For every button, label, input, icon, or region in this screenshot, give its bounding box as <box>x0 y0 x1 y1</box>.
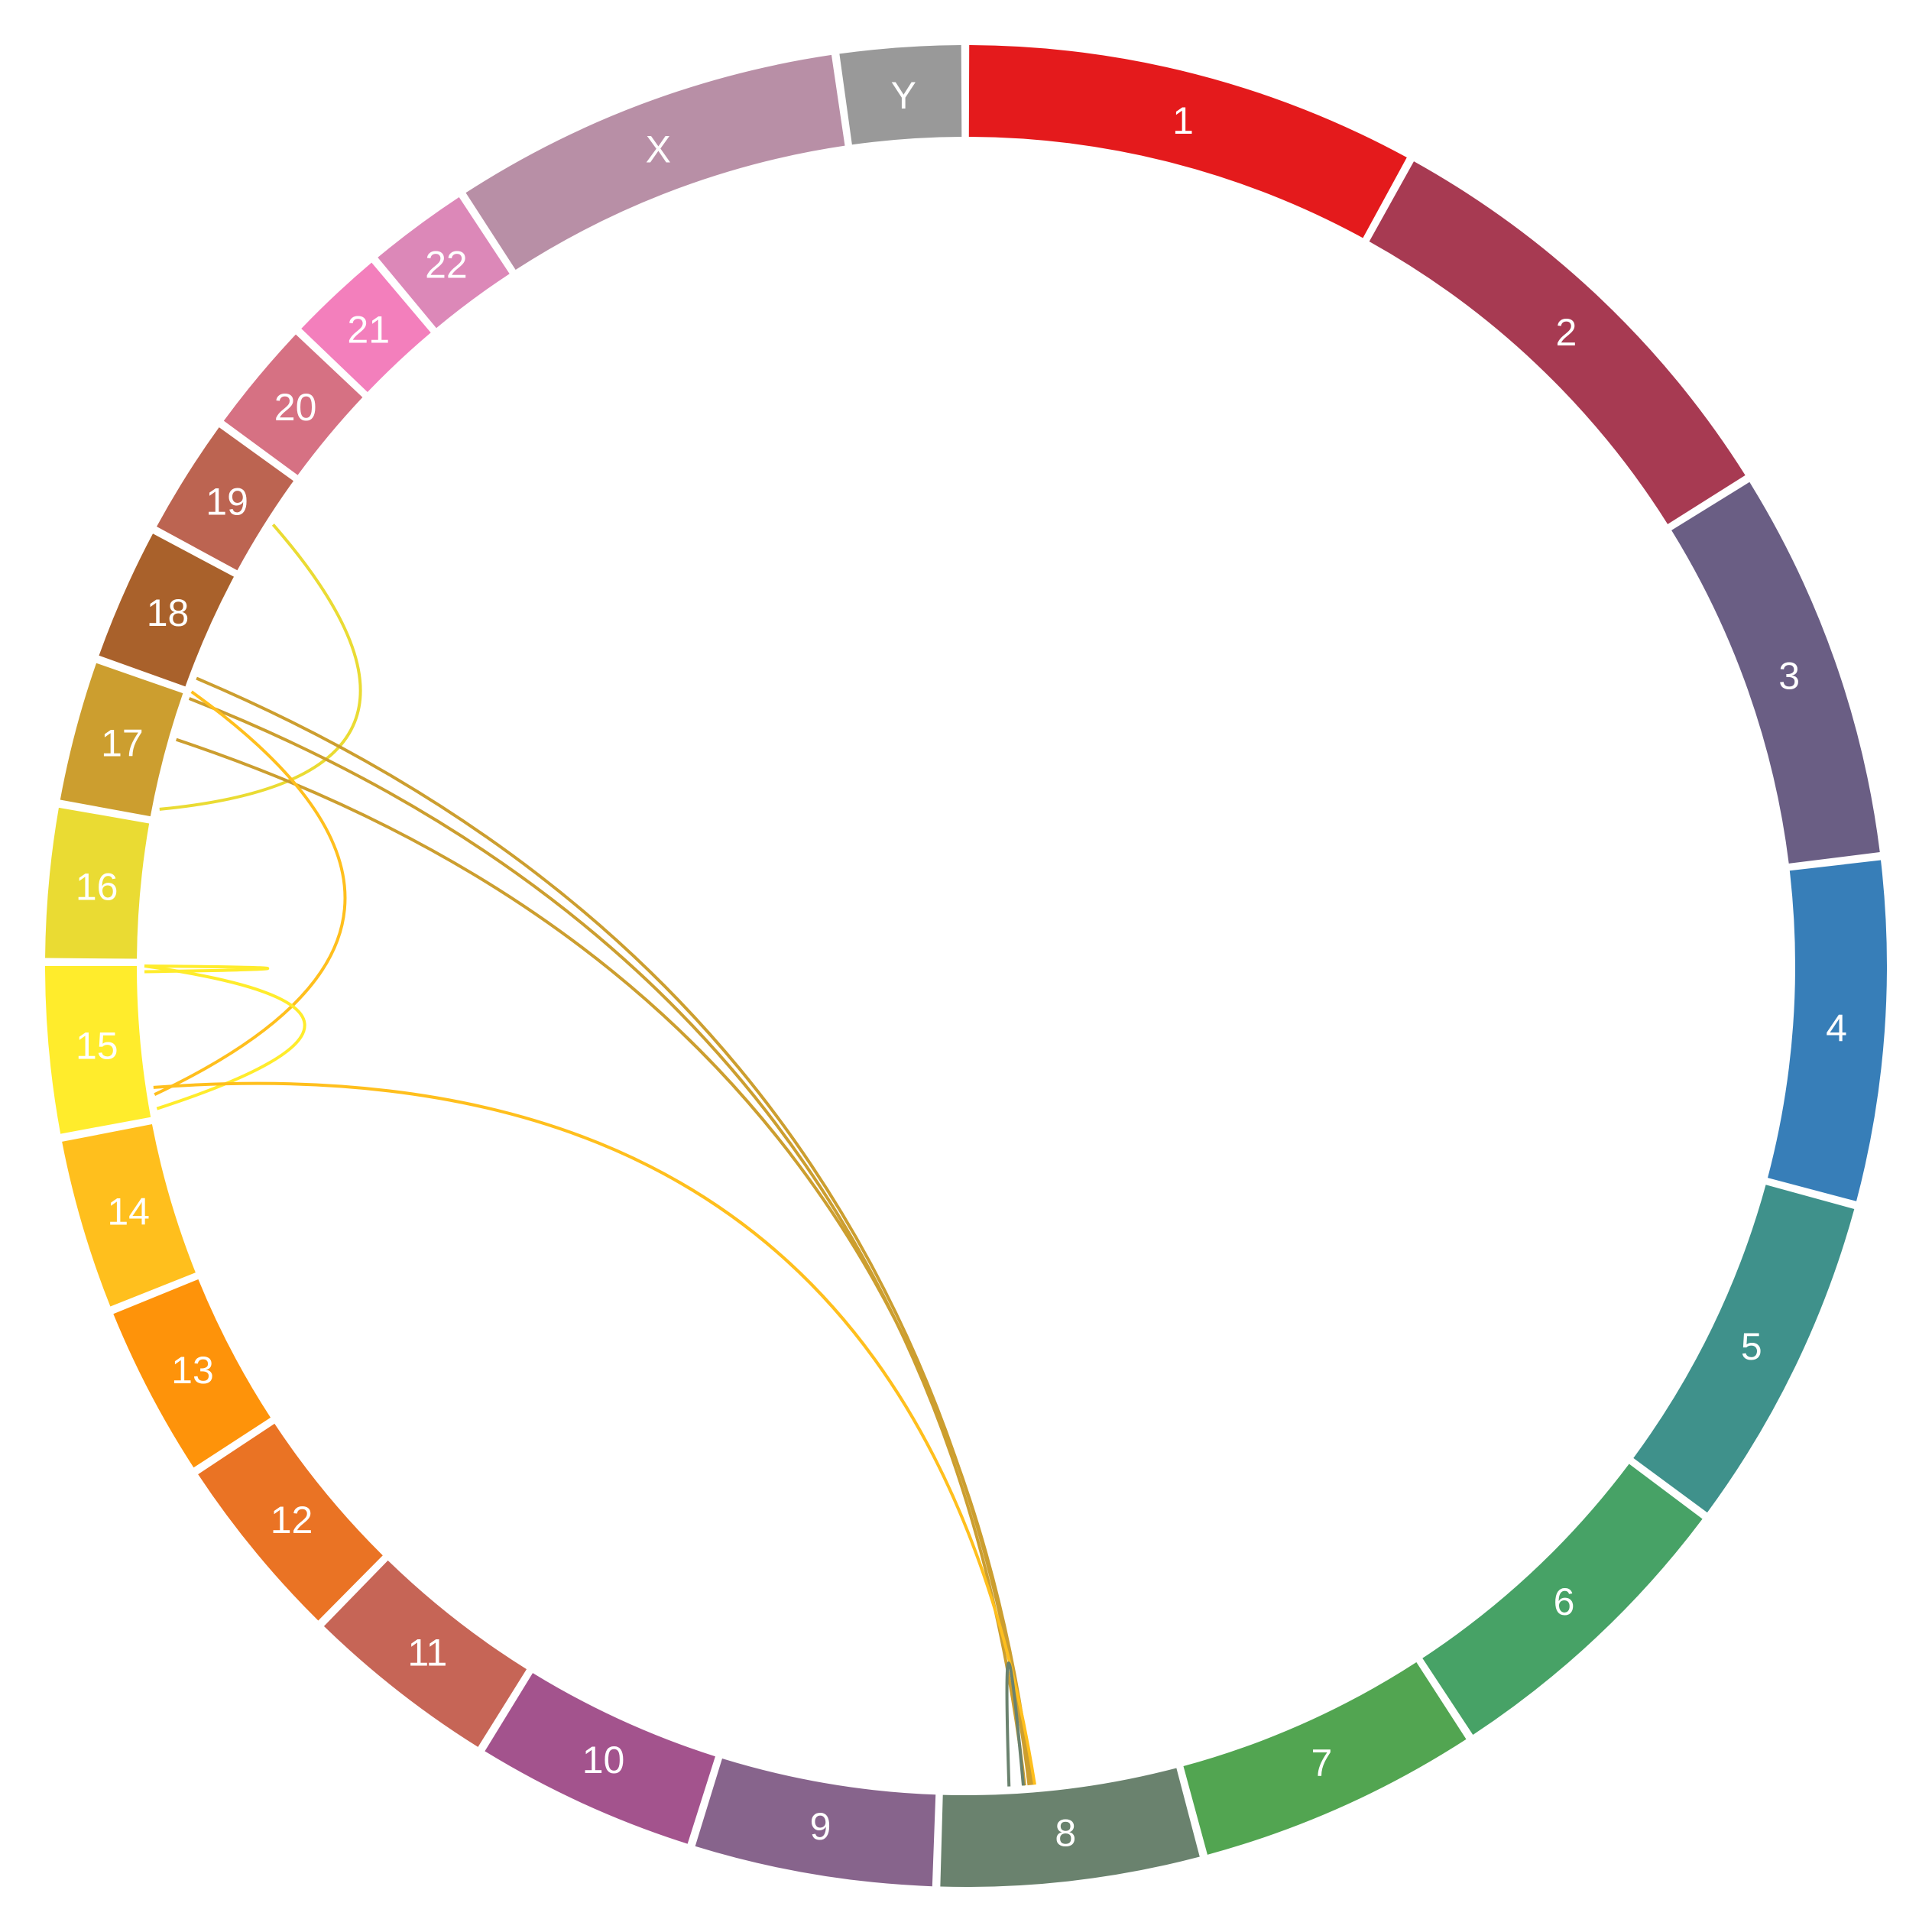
chromosome-label-3: 3 <box>1778 655 1800 698</box>
chromosome-segment-17 <box>60 663 183 817</box>
chromosome-segment-5 <box>1633 1185 1855 1513</box>
chromosome-label-20: 20 <box>274 386 317 429</box>
chromosome-segment-22 <box>378 197 510 329</box>
chromosome-ring <box>45 45 1887 1888</box>
chromosome-segment-16 <box>45 807 150 959</box>
chromosome-label-14: 14 <box>107 1190 150 1233</box>
link-19-to-16 <box>159 524 362 811</box>
chromosome-segment-15 <box>45 966 151 1134</box>
link-17-to-8 <box>188 697 1026 1786</box>
chromosome-label-16: 16 <box>76 865 118 908</box>
chromosome-label-2: 2 <box>1555 311 1577 354</box>
chromosome-label-y: Y <box>891 74 916 117</box>
chromosome-label-9: 9 <box>810 1805 831 1848</box>
chromosome-segment-2 <box>1369 161 1746 524</box>
chromosome-segment-21 <box>301 262 431 393</box>
link-17-to-14 <box>154 690 347 1096</box>
chromosome-segment-20 <box>223 334 363 475</box>
chromosome-segment-10 <box>485 1673 715 1844</box>
chromosome-label-22: 22 <box>425 244 468 287</box>
link-8-to-8 <box>1005 1661 1025 1787</box>
chromosome-label-12: 12 <box>271 1499 313 1541</box>
chromosome-segment-18 <box>99 533 235 687</box>
chromosome-segment-7 <box>1183 1661 1467 1855</box>
chromosome-label-19: 19 <box>206 480 248 523</box>
chromosome-segment-19 <box>157 427 293 571</box>
chromosome-segment-12 <box>198 1423 383 1621</box>
chromosome-label-21: 21 <box>347 309 390 352</box>
chromosome-segment-6 <box>1422 1464 1703 1735</box>
chromosome-segment-9 <box>695 1759 936 1887</box>
chromosome-label-6: 6 <box>1554 1580 1575 1623</box>
chromosome-label-7: 7 <box>1311 1742 1332 1785</box>
chromosome-segment-y <box>839 45 962 145</box>
link-15-to-15 <box>144 964 269 974</box>
chromosome-label-11: 11 <box>407 1632 447 1674</box>
chromosome-label-18: 18 <box>147 592 190 634</box>
link-17-to-8 <box>196 676 1031 1786</box>
chromosome-label-17: 17 <box>101 721 144 764</box>
chromosome-segment-14 <box>62 1124 196 1307</box>
chromosome-label-x: X <box>646 128 671 170</box>
chromosome-segment-13 <box>113 1279 271 1468</box>
chromosome-segment-4 <box>1768 860 1887 1201</box>
chromosome-segment-3 <box>1671 481 1880 864</box>
chromosome-segment-1 <box>968 45 1407 238</box>
chromosome-label-15: 15 <box>76 1024 118 1067</box>
chromosome-segment-x <box>465 54 845 271</box>
chromosome-label-1: 1 <box>1172 99 1194 142</box>
links-layer <box>144 524 1036 1787</box>
chromosome-segment-8 <box>940 1768 1200 1888</box>
link-17-to-8 <box>176 737 1034 1785</box>
chromosome-label-8: 8 <box>1055 1812 1076 1855</box>
chromosome-label-4: 4 <box>1826 1007 1847 1050</box>
chromosome-label-10: 10 <box>582 1739 625 1781</box>
chromosome-label-5: 5 <box>1741 1325 1762 1368</box>
chromosome-segment-11 <box>323 1560 527 1747</box>
chromosome-label-13: 13 <box>171 1349 214 1392</box>
link-14-to-8 <box>153 1081 1036 1785</box>
